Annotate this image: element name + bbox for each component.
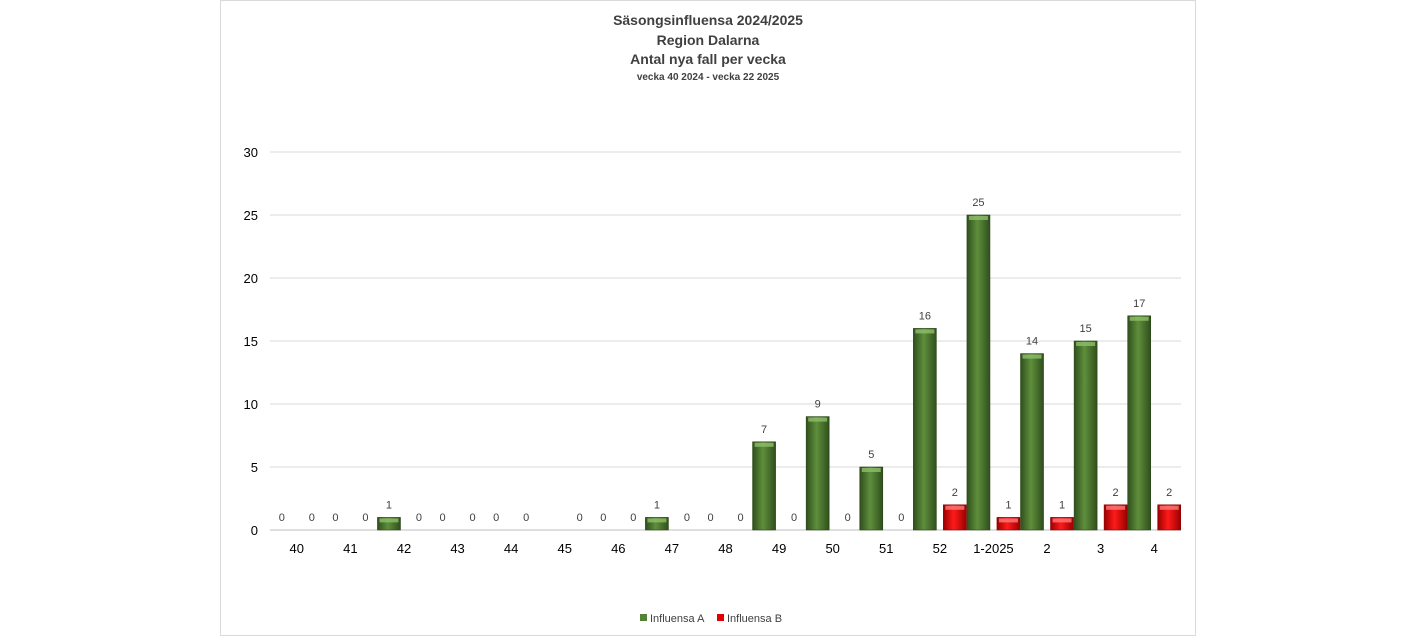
bar-influensa-a: [859, 466, 884, 531]
data-label-influensa-b: 0: [309, 512, 315, 524]
bar-influensa-b-highlight: [1052, 518, 1072, 523]
x-tick-label: 3: [1097, 541, 1104, 556]
bar-influensa-b: [1103, 504, 1128, 531]
bar-influensa-a-highlight: [968, 216, 988, 220]
data-label-influensa-b: 0: [469, 512, 475, 524]
bar-influensa-a-highlight: [1022, 354, 1042, 359]
data-label-influensa-a: 14: [1026, 336, 1038, 348]
chart-title: Säsongsinfluensa 2024/2025: [613, 12, 803, 28]
bar-influensa-a: [1127, 315, 1152, 531]
bar-influensa-b: [1157, 504, 1182, 531]
x-tick-label: 48: [718, 541, 732, 556]
bar-influensa-a-highlight: [647, 518, 667, 523]
y-tick-label: 15: [244, 334, 258, 349]
data-label-influensa-a: 0: [279, 512, 285, 524]
x-tick-label: 50: [825, 541, 839, 556]
data-label-influensa-a: 25: [972, 197, 984, 209]
data-label-influensa-b: 0: [791, 512, 797, 524]
bar-influensa-a: [966, 214, 991, 531]
bar-influensa-b-highlight: [998, 518, 1018, 523]
bar-influensa-a-highlight: [808, 417, 828, 422]
chart-subtitle-period: vecka 40 2024 - vecka 22 2025: [637, 72, 780, 83]
data-label-influensa-b: 2: [1166, 487, 1172, 499]
data-label-influensa-a: 15: [1079, 323, 1091, 335]
chart-subtitle-measure: Antal nya fall per vecka: [630, 51, 786, 67]
x-tick-label: 41: [343, 541, 357, 556]
y-tick-label: 5: [251, 460, 258, 475]
bar-influensa-a-highlight: [861, 468, 881, 472]
data-label-influensa-b: 0: [523, 512, 529, 524]
data-label-influensa-b: 2: [952, 487, 958, 499]
data-label-influensa-b: 0: [630, 512, 636, 524]
bar-influensa-a: [1073, 340, 1098, 531]
legend-swatch: [640, 614, 647, 621]
bar-influensa-b-highlight: [1159, 505, 1179, 510]
data-label-influensa-b: 0: [362, 512, 368, 524]
bar-influensa-a: [805, 416, 830, 531]
data-label-influensa-a: 7: [761, 424, 767, 436]
data-label-influensa-a: 0: [493, 512, 499, 524]
bar-influensa-a: [913, 328, 937, 531]
legend-label: Influensa B: [727, 613, 782, 625]
data-label-influensa-a: 1: [386, 499, 392, 511]
x-tick-label: 42: [397, 541, 411, 556]
x-tick-label: 4: [1151, 541, 1158, 556]
data-label-influensa-a: 5: [868, 449, 874, 461]
data-label-influensa-b: 2: [1113, 487, 1119, 499]
data-label-influensa-a: 0: [600, 512, 606, 524]
data-label-influensa-b: 0: [737, 512, 743, 524]
chart-subtitle-region: Region Dalarna: [657, 32, 760, 48]
bar-influensa-b: [943, 504, 967, 531]
bar-influensa-a-highlight: [754, 442, 774, 447]
y-tick-label: 25: [244, 208, 258, 223]
x-tick-label: 52: [933, 541, 947, 556]
y-tick-label: 30: [244, 145, 258, 160]
x-tick-label: 49: [772, 541, 786, 556]
data-label-influensa-b: 1: [1005, 499, 1011, 511]
data-label-influensa-a: 1: [654, 499, 660, 511]
bar-influensa-a: [752, 441, 776, 531]
x-tick-label: 47: [665, 541, 679, 556]
x-tick-label: 44: [504, 541, 518, 556]
data-label-influensa-a: 0: [332, 512, 338, 524]
data-label-influensa-a: 9: [815, 399, 821, 411]
legend-swatch: [717, 614, 724, 621]
x-tick-label: 2: [1043, 541, 1050, 556]
x-tick-label: 51: [879, 541, 893, 556]
data-label-influensa-a: 0: [707, 512, 713, 524]
y-tick-label: 0: [251, 523, 258, 538]
data-label-influensa-b: 0: [845, 512, 851, 524]
bar-influensa-a: [1020, 353, 1044, 531]
data-label-influensa-a: 16: [919, 310, 931, 322]
bar-influensa-b-highlight: [945, 505, 965, 510]
x-tick-label: 40: [290, 541, 304, 556]
bar-influensa-a-highlight: [915, 329, 935, 334]
data-label-influensa-a: 17: [1133, 298, 1145, 310]
x-tick-label: 43: [450, 541, 464, 556]
bar-influensa-b-highlight: [1106, 505, 1126, 510]
data-label-influensa-b: 1: [1059, 499, 1065, 511]
data-label-influensa-a: 0: [439, 512, 445, 524]
data-label-influensa-b: 0: [898, 512, 904, 524]
legend-label: Influensa A: [650, 613, 705, 625]
data-label-influensa-b: 0: [684, 512, 690, 524]
data-label-influensa-b: 0: [577, 512, 583, 524]
x-tick-label: 46: [611, 541, 625, 556]
x-tick-label: 1-2025: [973, 541, 1013, 556]
y-tick-label: 10: [244, 397, 258, 412]
y-tick-label: 20: [244, 271, 258, 286]
x-tick-label: 45: [558, 541, 572, 556]
bar-influensa-a-highlight: [1076, 342, 1096, 346]
data-label-influensa-b: 0: [416, 512, 422, 524]
bar-influensa-a-highlight: [379, 518, 399, 523]
bar-influensa-a-highlight: [1129, 316, 1149, 321]
